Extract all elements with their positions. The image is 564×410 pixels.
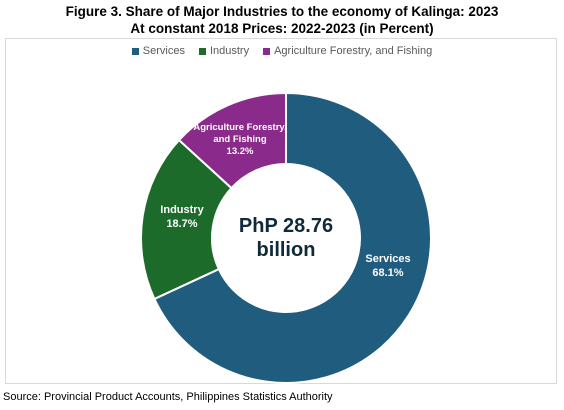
chart-title-line-1: Figure 3. Share of Major Industries to t… <box>65 4 499 19</box>
chart-legend: Services Industry Agriculture Forestry, … <box>0 45 564 57</box>
legend-label-agriculture: Agriculture Forestry, and Fishing <box>274 45 433 57</box>
legend-item-agriculture: Agriculture Forestry, and Fishing <box>263 45 432 57</box>
source-note: Source: Provincial Product Accounts, Phi… <box>3 391 333 403</box>
slice-label-agriculture-line: 13.2% <box>227 146 254 157</box>
legend-swatch-services <box>131 47 139 55</box>
chart-title: Figure 3. Share of Major Industries to t… <box>0 3 564 37</box>
legend-label-services: Services <box>142 45 185 57</box>
slice-label-industry-line: Industry <box>160 204 204 216</box>
slice-label-industry-line: 18.7% <box>166 218 197 230</box>
slice-label-agriculture-line: and Fishing <box>213 134 267 145</box>
slice-label-agriculture-line: Agriculture Forestry, <box>193 122 286 133</box>
donut-slice-services <box>153 91 432 384</box>
slice-label-services-line: Services <box>365 253 410 265</box>
center-label-unit: billion <box>257 239 316 261</box>
slice-label-services: Services 68.1% <box>365 253 410 279</box>
legend-swatch-agriculture <box>263 47 271 55</box>
legend-swatch-industry <box>198 47 206 55</box>
legend-item-industry: Industry <box>198 45 250 57</box>
slice-label-industry: Industry 18.7% <box>160 204 204 230</box>
donut-slice-agriculture <box>177 91 287 190</box>
slice-label-agriculture: Agriculture Forestry, and Fishing 13.2% <box>193 122 286 157</box>
donut-slices <box>140 91 432 384</box>
legend-item-services: Services <box>131 45 185 57</box>
chart-title-line-2: At constant 2018 Prices: 2022-2023 (in P… <box>130 21 434 36</box>
center-label-amount: PhP 28.76 <box>239 215 333 237</box>
legend-label-industry: Industry <box>209 45 250 57</box>
slice-label-services-line: 68.1% <box>372 267 403 279</box>
donut-slice-labels: Services 68.1% Industry 18.7% Agriculture Fo… <box>160 122 410 279</box>
